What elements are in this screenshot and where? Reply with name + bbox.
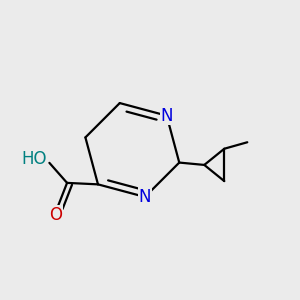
Text: N: N	[139, 188, 151, 206]
Text: HO: HO	[21, 150, 47, 168]
Text: O: O	[49, 206, 62, 224]
Text: N: N	[160, 106, 173, 124]
